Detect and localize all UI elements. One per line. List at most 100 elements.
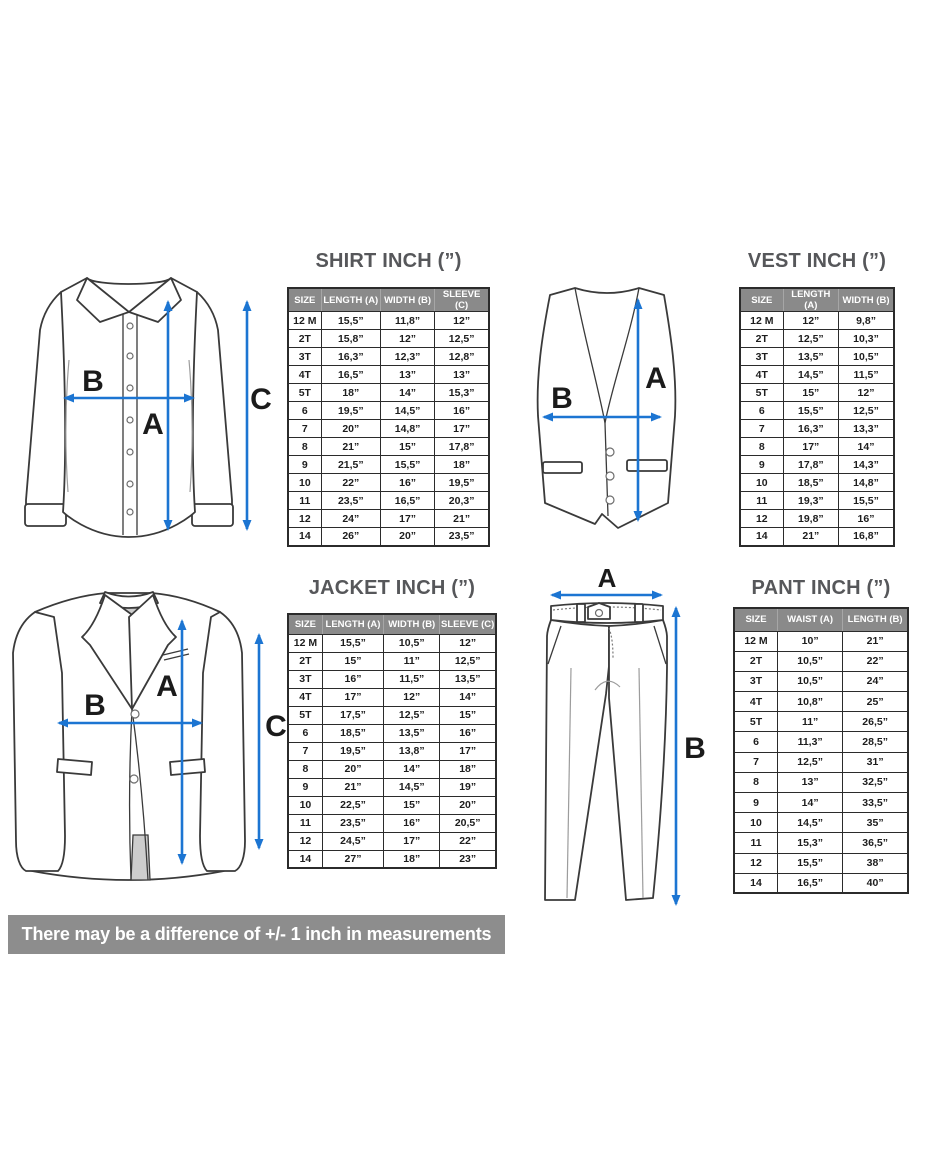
size-cell: 10 [739,473,784,492]
measurement-cell: 10,5” [383,633,441,653]
size-cell: 12 [733,852,778,874]
column-header: LENGTH (A) [320,288,381,312]
header-row: SIZE LENGTH (A) WIDTH (B) SLEEVE (C) [288,614,496,635]
header-row: SIZE WAIST (A) LENGTH (B) [734,608,908,632]
size-cell: 6 [287,723,323,743]
measurement-cell: 11,5” [838,365,895,384]
measurement-cell: 12,5” [838,401,895,420]
shirt-table-title: SHIRT INCH (”) [315,250,462,272]
measurement-cell: 10,5” [838,347,895,366]
measurement-cell: 26” [320,527,381,546]
size-cell: 4T [287,365,322,384]
jacket-label-b: B [84,689,106,722]
size-cell: 3T [287,347,322,366]
pant-line-art [544,602,668,901]
measurement-cell: 23” [439,849,497,869]
measurement-cell: 18” [439,759,497,779]
table-row: 9 17,8” 14,3” [739,455,895,474]
measurement-cell: 13,5” [439,669,497,689]
jacket-measurement-arrows: A B C [57,619,287,865]
size-cell: 8 [733,771,778,794]
measurement-cell: 21” [434,509,490,528]
size-cell: 2T [739,329,784,348]
measurement-cell: 20” [439,795,497,815]
measurement-cell: 19,3” [782,491,840,510]
column-header: LENGTH (B) [842,608,908,632]
measurement-cell: 20” [320,419,381,438]
vest-table-title: VEST INCH (”) [747,250,887,272]
measurement-cell: 18” [383,849,441,869]
measurement-cell: 32,5” [842,771,909,794]
size-cell: 3T [287,669,323,689]
jacket-illustration: A B C [12,591,287,881]
measurement-cell: 11,5” [383,669,441,689]
measurement-cell: 17” [383,831,441,851]
measurement-cell: 15” [379,437,436,456]
table-row: 5T 15” 12” [739,383,895,402]
pant-illustration: A B [544,568,706,906]
measurement-cell: 31” [842,751,909,773]
measurement-cell: 25” [842,691,909,713]
table-row: 6 19,5” 14,5” 16” [287,401,490,420]
measurement-cell: 16” [379,473,436,492]
size-cell: 10 [287,795,323,815]
table-row: 7 16,3” 13,3” [739,419,895,438]
table-row: 3T 13,5” 10,5” [739,347,895,366]
table-row: 12 24” 17” 21” [287,509,490,528]
measurement-cell: 16,5” [379,491,436,510]
measurement-cell: 12” [838,383,895,402]
measurement-cell: 10,3” [838,329,895,348]
table-row: 12 M 15,5” 11,8” 12” [287,311,490,330]
size-cell: 9 [739,455,784,474]
size-cell: 10 [733,812,778,834]
vest-label-b: B [551,382,573,415]
column-header: SLEEVE (C) [434,288,489,312]
table-row: 6 18,5” 13,5” 16” [287,723,497,743]
measurement-cell: 23,5” [321,813,385,833]
measurement-cell: 11” [776,711,844,733]
measurement-cell: 13,5” [383,723,441,743]
table-row: 11 19,3” 15,5” [739,491,895,510]
pant-table-title: PANT INCH (”) [751,577,891,599]
measurement-cell: 12,5” [439,651,497,671]
table-row: 12 M 12” 9,8” [739,311,895,330]
measurement-cell: 13” [434,365,490,384]
table-row: 10 22,5” 15” 20” [287,795,497,815]
measurement-cell: 36,5” [842,832,909,854]
vest-illustration: B A [536,287,677,529]
measurement-cell: 14” [776,791,844,814]
measurement-cell: 23,5” [434,527,490,546]
header-row: SIZE LENGTH (A) WIDTH (B) SLEEVE (C) [288,288,489,312]
table-row: 4T 10,8” 25” [733,691,909,713]
column-header: WAIST (A) [776,608,843,632]
measurement-cell: 14,5” [379,401,436,420]
measurement-cell: 24,5” [321,831,385,851]
measurement-cell: 15,3” [776,832,844,854]
table-row: 9 21,5” 15,5” 18” [287,455,490,474]
measurement-cell: 12,3” [379,347,436,366]
column-header: SIZE [288,288,322,312]
measurement-cell: 22” [439,831,497,851]
table-row: 6 11,3” 28,5” [733,731,909,753]
measurement-cell: 22” [842,650,909,672]
measurement-cell: 15,5” [321,633,385,653]
measurement-cell: 26,5” [842,711,909,733]
measurement-cell: 21” [321,777,385,797]
measurement-cell: 24” [320,509,381,528]
measurement-cell: 16,3” [320,347,381,366]
column-header: SIZE [734,608,778,632]
measurement-cell: 15,5” [320,311,381,330]
size-cell: 9 [733,791,778,814]
measurement-cell: 12” [379,329,436,348]
size-cell: 4T [739,365,784,384]
size-cell: 8 [287,437,322,456]
table-row: 7 12,5” 31” [733,751,909,773]
pant-measurement-arrows: A B [550,568,706,906]
table-row: 11 15,3” 36,5” [733,832,909,854]
measurement-cell: 13,3” [838,419,895,438]
table-row: 10 18,5” 14,8” [739,473,895,492]
measurement-cell: 15,8” [320,329,381,348]
table-row: 3T 16,3” 12,3” 12,8” [287,347,490,366]
size-cell: 11 [733,832,778,854]
table-row: 5T 18” 14” 15,3” [287,383,490,402]
